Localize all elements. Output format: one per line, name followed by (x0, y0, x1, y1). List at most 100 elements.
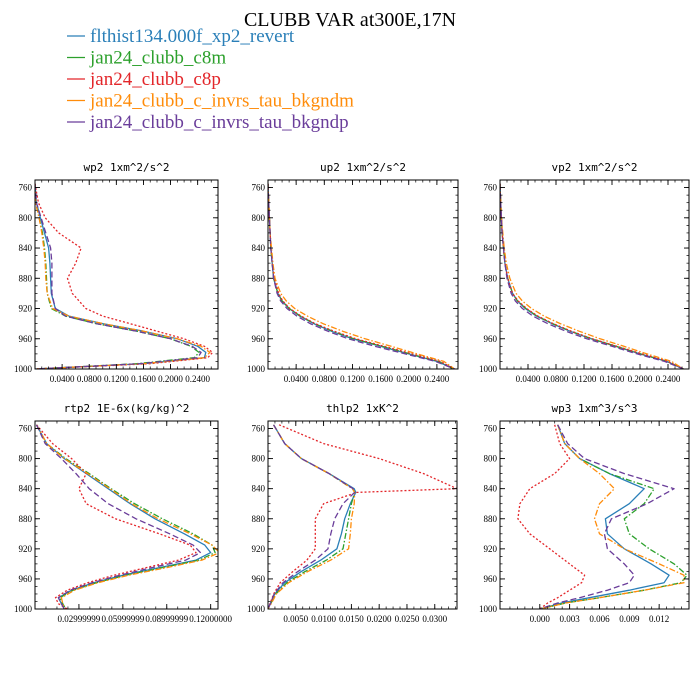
y-tick-label: 960 (252, 574, 266, 584)
panel-title: rtp2 1E-6x(kg/kg)^2 (64, 402, 190, 415)
series-line (539, 424, 685, 609)
panel-title: vp2 1xm^2/s^2 (551, 161, 637, 174)
y-tick-label: 1000 (479, 364, 498, 374)
y-tick-label: 760 (19, 183, 33, 193)
x-tick-label: 0.0300 (422, 614, 447, 624)
series-line (500, 183, 684, 369)
x-tick-label: 0.0400 (284, 374, 309, 384)
y-tick-label: 840 (252, 484, 266, 494)
x-tick-label: 0.1600 (131, 374, 156, 384)
x-tick-label: 0.05999999 (101, 614, 144, 624)
y-tick-label: 840 (252, 243, 266, 253)
x-tick-label: 0.2000 (628, 374, 653, 384)
y-tick-label: 960 (19, 334, 33, 344)
series-line (35, 183, 202, 369)
series-line (35, 424, 212, 609)
series-line (500, 183, 684, 369)
panels: wp2 1xm^2/s^20.0400 0.0800 0.1200 0.1600 0.2… (14, 161, 690, 624)
legend-entry: jan24_clubb_c_invrs_tau_bkgndp (67, 112, 349, 133)
panel-title: wp2 1xm^2/s^2 (83, 161, 169, 174)
x-tick-label: 0.1600 (600, 374, 625, 384)
x-tick-label: 0.1200 (104, 374, 129, 384)
y-tick-label: 920 (19, 544, 33, 554)
chart-panel: wp3 1xm^3/s^3 0.000 0.003 0.006 0.009 0.012 76… (479, 402, 690, 624)
y-tick-label: 880 (252, 514, 266, 524)
y-tick-label: 1000 (14, 604, 33, 614)
y-tick-label: 960 (19, 574, 33, 584)
legend-label: jan24_clubb_c_invrs_tau_bkgndp (89, 112, 349, 133)
legend-label: jan24_clubb_c8p (89, 69, 221, 90)
x-tick-label: 0.2400 (425, 374, 450, 384)
x-tick-label: 0.02999999 (58, 614, 101, 624)
y-tick-label: 960 (252, 334, 266, 344)
chart-panel: up2 1xm^2/s^20.0400 0.0800 0.1200 0.1600 0.2… (247, 161, 459, 384)
series-line (268, 424, 356, 609)
y-tick-label: 1000 (247, 364, 266, 374)
y-tick-label: 920 (19, 304, 33, 314)
plot-frame (34, 420, 219, 610)
series-line (268, 424, 356, 609)
plot-frame (267, 420, 458, 610)
y-tick-label: 880 (252, 273, 266, 283)
y-tick-label: 1000 (247, 604, 266, 614)
y-tick-label: 960 (484, 334, 498, 344)
y-tick-label: 840 (19, 243, 33, 253)
y-tick-label: 880 (19, 514, 33, 524)
x-tick-label: 0.12000000 (189, 614, 232, 624)
series-line (268, 183, 455, 369)
x-tick-label: 0.0800 (77, 374, 102, 384)
series-line (35, 183, 211, 369)
y-tick-label: 800 (252, 454, 266, 464)
plot-frame (34, 179, 219, 370)
series-line (35, 424, 202, 609)
y-tick-label: 760 (19, 424, 33, 434)
x-tick-label: 0.2400 (185, 374, 210, 384)
legend-entry: jan24_clubb_c8p (67, 69, 221, 90)
y-tick-label: 800 (19, 454, 33, 464)
x-tick-label: 0.2400 (656, 374, 681, 384)
x-tick-label: 0.0800 (544, 374, 569, 384)
x-tick-label: 0.0200 (367, 614, 392, 624)
y-tick-label: 760 (484, 183, 498, 193)
y-tick-label: 760 (252, 424, 266, 434)
y-tick-label: 840 (484, 484, 498, 494)
y-tick-label: 960 (484, 574, 498, 584)
series-line (36, 424, 197, 609)
x-tick-label: 0.0400 (516, 374, 541, 384)
chart-panel: rtp2 1E-6x(kg/kg)^20.02999999 0.05999999 0… (14, 402, 233, 624)
x-tick-label: 0.009 (619, 614, 640, 624)
x-tick-label: 0.0250 (395, 614, 420, 624)
y-tick-label: 760 (484, 424, 498, 434)
y-tick-label: 1000 (14, 364, 33, 374)
y-tick-label: 880 (19, 273, 33, 283)
legend-label: jan24_clubb_c_invrs_tau_bkgndm (89, 91, 354, 112)
legend-label: flthist134.000f_xp2_revert (90, 26, 295, 47)
x-tick-label: 0.0400 (50, 374, 75, 384)
panel-title: thlp2 1xK^2 (326, 402, 399, 415)
y-tick-label: 800 (19, 213, 33, 223)
chart-panel: wp2 1xm^2/s^20.0400 0.0800 0.1200 0.1600 0.2… (14, 161, 219, 384)
y-tick-label: 800 (484, 213, 498, 223)
plot-frame (267, 179, 459, 370)
series-line (268, 183, 455, 369)
series-line (539, 424, 675, 609)
y-tick-label: 840 (484, 243, 498, 253)
x-tick-label: 0.08999999 (145, 614, 188, 624)
y-tick-label: 800 (484, 454, 498, 464)
panel-title: wp3 1xm^3/s^3 (551, 402, 637, 415)
y-tick-label: 880 (484, 273, 498, 283)
y-tick-label: 800 (252, 213, 266, 223)
x-tick-label: 0.000 (530, 614, 551, 624)
panel-title: up2 1xm^2/s^2 (320, 161, 406, 174)
plot-frame (499, 179, 690, 370)
y-tick-label: 1000 (479, 604, 498, 614)
x-tick-label: 0.0100 (311, 614, 336, 624)
x-tick-label: 0.0800 (312, 374, 337, 384)
series-line (35, 183, 214, 369)
x-tick-label: 0.1200 (572, 374, 597, 384)
plot-frame (499, 420, 690, 610)
x-tick-label: 0.2000 (158, 374, 183, 384)
y-tick-label: 760 (252, 183, 266, 193)
legend: flthist134.000f_xp2_revert jan24_clubb_c8… (67, 26, 354, 133)
